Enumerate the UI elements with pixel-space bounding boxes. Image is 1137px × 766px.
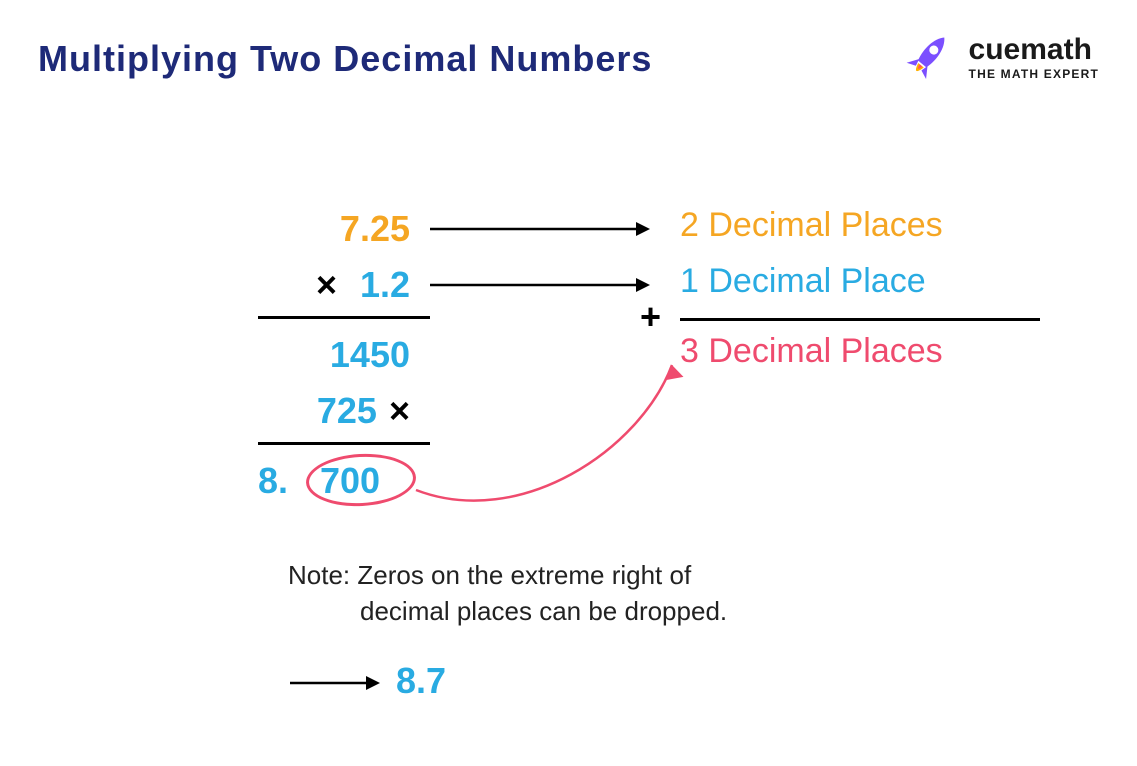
note-line-2: decimal places can be dropped.: [360, 596, 727, 627]
label-1-decimal-place: 1 Decimal Place: [680, 262, 926, 301]
result-int-part: 8.: [258, 460, 288, 502]
partial-2-num: 725: [317, 390, 377, 431]
note-line-1: Note: Zeros on the extreme right of: [288, 560, 691, 591]
operand-1: 7.25: [340, 208, 410, 250]
final-answer: 8.7: [396, 660, 446, 702]
operand-2: 1.2: [360, 264, 410, 306]
partial-1: 1450: [330, 334, 410, 376]
partial-2-placeholder: ×: [389, 390, 410, 431]
plus-sign: +: [640, 296, 661, 338]
page-title: Multiplying Two Decimal Numbers: [38, 38, 652, 80]
arrow-operand1: [430, 218, 650, 240]
label-3-decimal-places: 3 Decimal Places: [680, 332, 943, 371]
rule-1: [258, 316, 430, 319]
arrow-final: [290, 672, 380, 694]
logo-main: cuemath: [969, 33, 1099, 67]
times-symbol: ×: [316, 264, 337, 306]
label-2-decimal-places: 2 Decimal Places: [680, 206, 943, 245]
logo: cuemath THE MATH EXPERT: [899, 28, 1099, 86]
logo-text: cuemath THE MATH EXPERT: [969, 33, 1099, 81]
rule-2: [258, 442, 430, 445]
partial-2: 725 ×: [317, 390, 410, 432]
curved-arrow: [0, 0, 1137, 766]
arrow-operand2: [430, 274, 650, 296]
rocket-icon: [899, 28, 957, 86]
rhs-rule: [680, 318, 1040, 321]
logo-sub: THE MATH EXPERT: [969, 67, 1099, 81]
